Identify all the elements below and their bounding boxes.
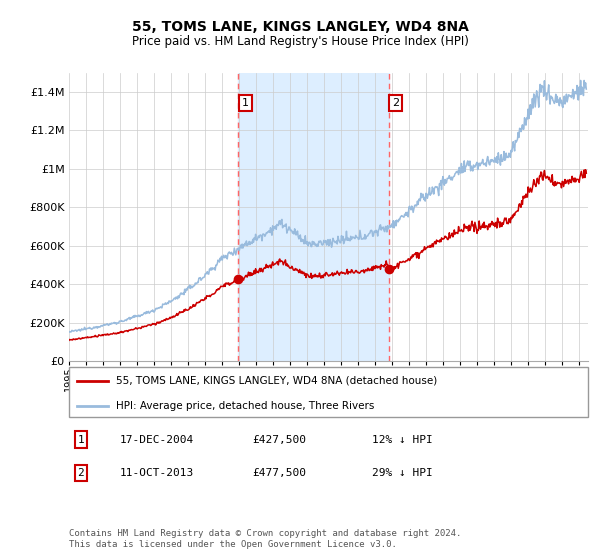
Text: 29% ↓ HPI: 29% ↓ HPI [372, 468, 433, 478]
Bar [238, 73, 389, 361]
Text: 55, TOMS LANE, KINGS LANGLEY, WD4 8NA (detached house): 55, TOMS LANE, KINGS LANGLEY, WD4 8NA (d… [116, 376, 437, 386]
Text: 1: 1 [77, 435, 85, 445]
Text: 17-DEC-2004: 17-DEC-2004 [120, 435, 194, 445]
Text: £477,500: £477,500 [252, 468, 306, 478]
Text: 12% ↓ HPI: 12% ↓ HPI [372, 435, 433, 445]
Text: HPI: Average price, detached house, Three Rivers: HPI: Average price, detached house, Thre… [116, 401, 374, 411]
Text: 1: 1 [242, 98, 249, 108]
Text: £427,500: £427,500 [252, 435, 306, 445]
Text: 11-OCT-2013: 11-OCT-2013 [120, 468, 194, 478]
Text: 2: 2 [392, 98, 399, 108]
Text: Price paid vs. HM Land Registry's House Price Index (HPI): Price paid vs. HM Land Registry's House … [131, 35, 469, 48]
Text: Contains HM Land Registry data © Crown copyright and database right 2024.
This d: Contains HM Land Registry data © Crown c… [69, 529, 461, 549]
Text: 55, TOMS LANE, KINGS LANGLEY, WD4 8NA: 55, TOMS LANE, KINGS LANGLEY, WD4 8NA [131, 20, 469, 34]
FancyBboxPatch shape [69, 367, 588, 417]
Text: 2: 2 [77, 468, 85, 478]
